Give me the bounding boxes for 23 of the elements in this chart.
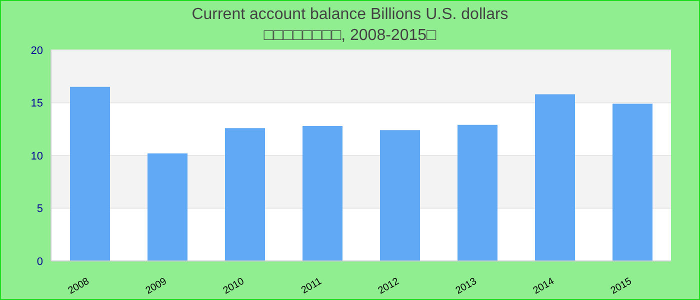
x-tick-label: 2009 [144, 276, 170, 297]
x-tick-label: 2012 [376, 276, 402, 297]
x-tick-label: 2014 [531, 276, 557, 297]
bar [302, 126, 342, 261]
bar [458, 124, 498, 261]
bar [225, 128, 265, 261]
y-tick-label: 0 [36, 256, 43, 268]
y-tick-label: 15 [30, 98, 43, 110]
chart-subtitle: □□□□□□□□, 2008-2015□ [262, 26, 438, 46]
x-tick-label: 2013 [454, 276, 480, 297]
x-tick-label: 2010 [221, 276, 247, 297]
x-tick-label: 2008 [66, 276, 92, 297]
y-tick-label: 5 [36, 203, 43, 216]
bar [148, 153, 188, 261]
chart-title: Current account balance Billions U.S. dollars [190, 5, 510, 25]
bar [380, 130, 420, 261]
bar [612, 104, 652, 261]
x-tick-label: 2015 [608, 276, 634, 297]
y-tick-label: 20 [30, 44, 43, 57]
y-tick-label: 10 [30, 150, 43, 162]
bar [535, 94, 575, 261]
x-tick-label: 2011 [300, 276, 324, 296]
bar [70, 86, 110, 261]
